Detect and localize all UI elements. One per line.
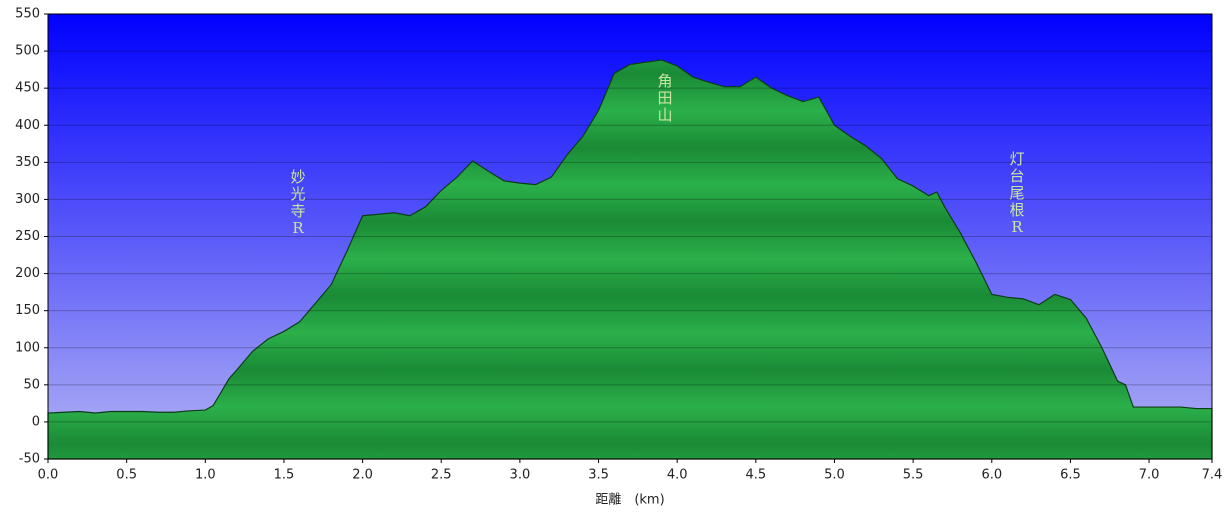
- y-tick-label: 50: [23, 377, 40, 392]
- y-tick-label: 450: [15, 81, 40, 96]
- x-tick-label: 5.5: [903, 468, 924, 483]
- x-tick-label: 3.5: [588, 468, 609, 483]
- y-tick-label: 350: [15, 155, 40, 170]
- plot-border: [47, 13, 1213, 460]
- y-tick-label: 250: [15, 229, 40, 244]
- y-tick-label: 400: [15, 118, 40, 133]
- x-tick-label: 3.0: [510, 468, 531, 483]
- x-tick-label: 4.5: [745, 468, 766, 483]
- x-tick-label: 6.0: [981, 468, 1002, 483]
- x-tick-label: 5.0: [824, 468, 845, 483]
- annotation: 妙光寺 R: [290, 168, 305, 237]
- x-tick-label: 6.5: [1060, 468, 1081, 483]
- x-tick-label: 1.0: [195, 468, 216, 483]
- x-axis-label: 距離 (km): [595, 493, 664, 508]
- y-tick-label: 500: [15, 44, 40, 59]
- elevation-area: [47, 59, 1213, 460]
- y-tick-label: 200: [15, 266, 40, 281]
- x-tick-label: 4.0: [667, 468, 688, 483]
- y-tick-label: -50: [19, 452, 40, 467]
- annotation: 灯台尾根 R: [1009, 150, 1024, 236]
- y-tick-label: 300: [15, 192, 40, 207]
- x-tick-label: 0.5: [116, 468, 137, 483]
- y-tick-label: 0: [32, 414, 40, 429]
- x-tick-label: 7.4: [1202, 468, 1223, 483]
- x-tick-label: 2.5: [431, 468, 452, 483]
- y-tick-label: 550: [15, 7, 40, 22]
- y-tick-label: 150: [15, 303, 40, 318]
- x-tick-label: 2.0: [352, 468, 373, 483]
- x-tick-label: 7.0: [1139, 468, 1160, 483]
- x-tick-label: 1.5: [274, 468, 295, 483]
- x-tick-label: 0.0: [38, 468, 59, 483]
- y-tick-label: 100: [15, 340, 40, 355]
- annotation: 角田山: [657, 72, 672, 124]
